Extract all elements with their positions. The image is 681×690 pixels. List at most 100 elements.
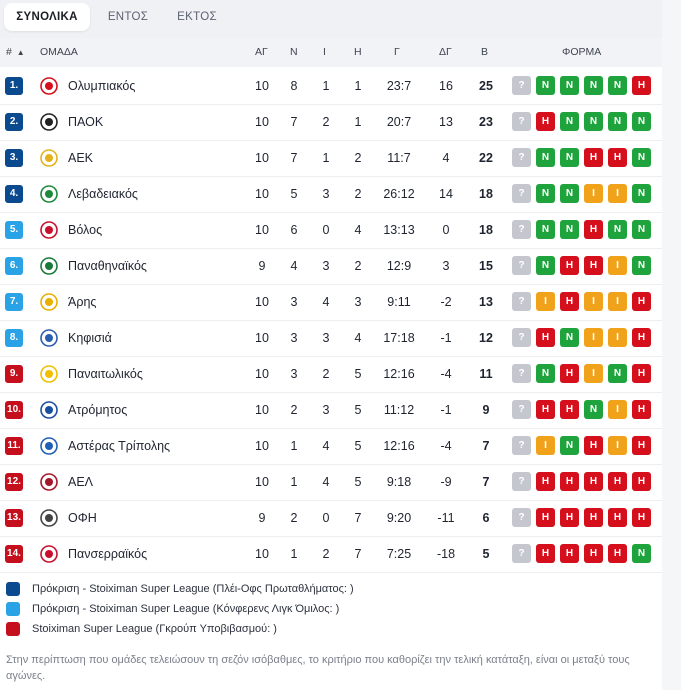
form-badge[interactable]: Ν bbox=[536, 220, 555, 239]
scrollbar-track[interactable] bbox=[662, 0, 681, 690]
form-badge[interactable]: Η bbox=[536, 544, 555, 563]
form-badge[interactable]: Η bbox=[608, 544, 627, 563]
form-badge[interactable]: Ν bbox=[608, 220, 627, 239]
next-match-badge[interactable]: ? bbox=[512, 436, 531, 455]
table-row[interactable]: 9. Παναιτωλικός 10 3 2 5 12:16 -4 11? Ν Η Ι Ν Η bbox=[0, 356, 662, 393]
form-badge[interactable]: Ν bbox=[584, 76, 603, 95]
next-match-badge[interactable]: ? bbox=[512, 544, 531, 563]
next-match-badge[interactable]: ? bbox=[512, 508, 531, 527]
form-badge[interactable]: Η bbox=[536, 400, 555, 419]
form-badge[interactable]: Ι bbox=[584, 184, 603, 203]
form-badge[interactable]: Ι bbox=[536, 292, 555, 311]
form-badge[interactable]: Ν bbox=[632, 256, 651, 275]
form-badge[interactable]: Η bbox=[584, 220, 603, 239]
form-badge[interactable]: Η bbox=[584, 256, 603, 275]
next-match-badge[interactable]: ? bbox=[512, 76, 531, 95]
form-badge[interactable]: Ι bbox=[584, 292, 603, 311]
form-badge[interactable]: Ν bbox=[560, 436, 579, 455]
table-row[interactable]: 8. Κηφισιά 10 3 3 4 17:18 -1 12? Η Ν Ι Ι Η bbox=[0, 320, 662, 357]
form-badge[interactable]: Η bbox=[632, 292, 651, 311]
form-badge[interactable]: Η bbox=[584, 544, 603, 563]
team-name[interactable]: ΟΦΗ bbox=[68, 511, 97, 525]
team-name[interactable]: Άρης bbox=[68, 295, 97, 309]
form-badge[interactable]: Η bbox=[560, 400, 579, 419]
col-wins[interactable]: Ν bbox=[290, 46, 298, 58]
form-badge[interactable]: Ν bbox=[632, 148, 651, 167]
table-row[interactable]: 12. ΑΕΛ 10 1 4 5 9:18 -9 7? Η Η Η Η Η bbox=[0, 464, 662, 501]
tab-home[interactable]: ΕΝΤΟΣ bbox=[107, 11, 149, 23]
form-badge[interactable]: Η bbox=[560, 292, 579, 311]
form-badge[interactable]: Ν bbox=[632, 220, 651, 239]
form-badge[interactable]: Ν bbox=[560, 76, 579, 95]
form-badge[interactable]: Ν bbox=[536, 148, 555, 167]
form-badge[interactable]: Ν bbox=[560, 148, 579, 167]
next-match-badge[interactable]: ? bbox=[512, 472, 531, 491]
form-badge[interactable]: Η bbox=[632, 364, 651, 383]
team-name[interactable]: Παναθηναϊκός bbox=[68, 259, 147, 273]
tab-away[interactable]: ΕΚΤΟΣ bbox=[177, 11, 217, 23]
next-match-badge[interactable]: ? bbox=[512, 328, 531, 347]
form-badge[interactable]: Η bbox=[536, 508, 555, 527]
team-name[interactable]: ΠΑΟΚ bbox=[68, 115, 104, 129]
form-badge[interactable]: Ν bbox=[632, 112, 651, 131]
team-name[interactable]: Ολυμπιακός bbox=[68, 79, 136, 93]
team-name[interactable]: Αστέρας Τρίπολης bbox=[68, 439, 171, 453]
col-losses[interactable]: Η bbox=[354, 46, 362, 58]
form-badge[interactable]: Ν bbox=[536, 256, 555, 275]
form-badge[interactable]: Ν bbox=[608, 76, 627, 95]
next-match-badge[interactable]: ? bbox=[512, 184, 531, 203]
col-played[interactable]: ΑΓ bbox=[255, 46, 268, 58]
table-row[interactable]: 7. Άρης 10 3 4 3 9:11 -2 13? Ι Η Ι Ι Η bbox=[0, 284, 662, 321]
form-badge[interactable]: Η bbox=[584, 436, 603, 455]
form-badge[interactable]: Η bbox=[632, 472, 651, 491]
form-badge[interactable]: Η bbox=[560, 508, 579, 527]
form-badge[interactable]: Η bbox=[584, 508, 603, 527]
form-badge[interactable]: Ι bbox=[608, 400, 627, 419]
form-badge[interactable]: Ν bbox=[584, 112, 603, 131]
team-name[interactable]: Παναιτωλικός bbox=[68, 367, 143, 381]
form-badge[interactable]: Ι bbox=[608, 184, 627, 203]
form-badge[interactable]: Ι bbox=[584, 328, 603, 347]
form-badge[interactable]: Ι bbox=[608, 292, 627, 311]
form-badge[interactable]: Ν bbox=[536, 184, 555, 203]
form-badge[interactable]: Ι bbox=[536, 436, 555, 455]
team-name[interactable]: ΑΕΚ bbox=[68, 151, 94, 165]
next-match-badge[interactable]: ? bbox=[512, 112, 531, 131]
table-row[interactable]: 10. Ατρόμητος 10 2 3 5 11:12 -1 9? Η Η Ν Ι Η bbox=[0, 392, 662, 429]
form-badge[interactable]: Η bbox=[632, 328, 651, 347]
form-badge[interactable]: Η bbox=[560, 364, 579, 383]
next-match-badge[interactable]: ? bbox=[512, 292, 531, 311]
form-badge[interactable]: Ν bbox=[560, 112, 579, 131]
team-name[interactable]: Λεβαδειακός bbox=[68, 187, 138, 201]
table-row[interactable]: 1. Ολυμπιακός 10 8 1 1 23:7 16 25? Ν Ν Ν Ν Η bbox=[0, 68, 662, 105]
form-badge[interactable]: Η bbox=[632, 436, 651, 455]
form-badge[interactable]: Η bbox=[608, 472, 627, 491]
next-match-badge[interactable]: ? bbox=[512, 364, 531, 383]
form-badge[interactable]: Ν bbox=[584, 400, 603, 419]
form-badge[interactable]: Ν bbox=[536, 76, 555, 95]
form-badge[interactable]: Ι bbox=[608, 328, 627, 347]
form-badge[interactable]: Η bbox=[584, 148, 603, 167]
table-row[interactable]: 3. ΑΕΚ 10 7 1 2 11:7 4 22? Ν Ν Η Η Ν bbox=[0, 140, 662, 177]
form-badge[interactable]: Ν bbox=[632, 544, 651, 563]
table-row[interactable]: 6. Παναθηναϊκός 9 4 3 2 12:9 3 15? Ν Η Η Ι Ν bbox=[0, 248, 662, 285]
team-name[interactable]: Κηφισιά bbox=[68, 331, 112, 345]
form-badge[interactable]: Η bbox=[560, 256, 579, 275]
next-match-badge[interactable]: ? bbox=[512, 148, 531, 167]
form-badge[interactable]: Ν bbox=[608, 364, 627, 383]
table-row[interactable]: 13. ΟΦΗ 9 2 0 7 9:20 -11 6? Η Η Η Η Η bbox=[0, 500, 662, 537]
form-badge[interactable]: Η bbox=[536, 112, 555, 131]
form-badge[interactable]: Ι bbox=[608, 436, 627, 455]
form-badge[interactable]: Η bbox=[632, 508, 651, 527]
table-row[interactable]: 11. Αστέρας Τρίπολης 10 1 4 5 12:16 -4 7? Ι Ν Η Ι Η bbox=[0, 428, 662, 465]
form-badge[interactable]: Ν bbox=[536, 364, 555, 383]
form-badge[interactable]: Η bbox=[560, 472, 579, 491]
form-badge[interactable]: Η bbox=[632, 76, 651, 95]
col-goals[interactable]: Γ bbox=[394, 46, 400, 58]
table-row[interactable]: 5. Βόλος 10 6 0 4 13:13 0 18? Ν Ν Η Ν Ν bbox=[0, 212, 662, 249]
form-badge[interactable]: Η bbox=[608, 148, 627, 167]
team-name[interactable]: ΑΕΛ bbox=[68, 475, 94, 489]
form-badge[interactable]: Η bbox=[560, 544, 579, 563]
team-name[interactable]: Βόλος bbox=[68, 223, 103, 237]
table-row[interactable]: 2. ΠΑΟΚ 10 7 2 1 20:7 13 23? Η Ν Ν Ν Ν bbox=[0, 104, 662, 141]
